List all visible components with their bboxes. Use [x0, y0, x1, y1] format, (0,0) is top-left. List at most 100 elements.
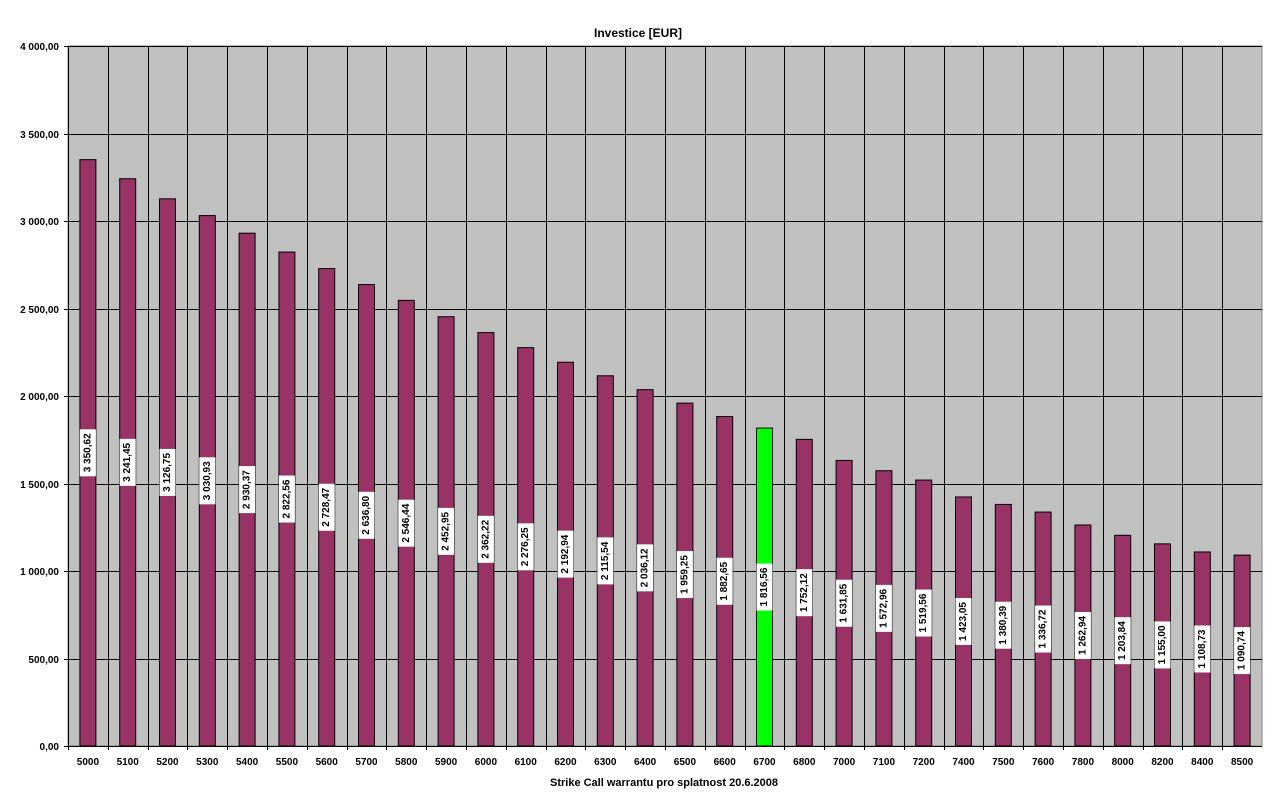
data-label-box [278, 475, 295, 523]
x-tick-label: 7800 [1072, 757, 1095, 768]
data-label-box [597, 537, 614, 585]
data-label: 2 115,54 [600, 541, 611, 580]
x-tick-label: 5600 [316, 757, 339, 768]
x-tick-label: 8200 [1151, 757, 1174, 768]
data-label: 1 572,96 [878, 588, 889, 627]
data-label: 2 452,95 [441, 511, 452, 550]
x-tick-label: 5300 [196, 757, 219, 768]
data-label-box [1074, 611, 1091, 659]
x-tick-label: 6100 [515, 757, 538, 768]
data-label: 2 930,37 [242, 470, 253, 509]
x-tick-label: 5500 [276, 757, 299, 768]
plot-area: 0,00 500,00 1 000,00 1 500,00 2 000,00 2 500,… [20, 42, 1263, 768]
y-tick-label: 2 000,00 [20, 392, 59, 403]
x-tick-label: 6200 [554, 757, 577, 768]
y-tick-label: 1 500,00 [20, 480, 59, 491]
x-tick-label: 5200 [156, 757, 179, 768]
data-label-box [1234, 627, 1251, 675]
y-tick-label: 0,00 [40, 742, 60, 753]
x-tick-label: 7500 [992, 757, 1015, 768]
data-label: 1 336,72 [1038, 609, 1049, 648]
data-label-box [915, 589, 932, 637]
data-label: 1 155,00 [1157, 625, 1168, 664]
data-label: 1 519,56 [918, 593, 929, 632]
data-label: 2 546,44 [401, 503, 412, 542]
data-label: 1 203,84 [1117, 621, 1128, 660]
y-tick-label: 4 000,00 [20, 42, 59, 53]
data-label-box [716, 557, 733, 605]
data-label-box [1114, 617, 1131, 665]
data-label: 3 350,62 [82, 433, 93, 472]
data-label: 1 959,25 [679, 555, 690, 594]
x-tick-label: 7000 [833, 757, 856, 768]
x-tick-label: 6600 [714, 757, 737, 768]
x-tick-label: 6500 [674, 757, 697, 768]
data-label-box [159, 448, 176, 496]
x-tick-label: 6000 [475, 757, 498, 768]
data-label: 2 276,25 [520, 527, 531, 566]
data-label-box [199, 457, 216, 505]
data-label: 1 423,05 [958, 602, 969, 641]
data-label: 3 241,45 [122, 442, 133, 481]
data-label: 1 108,73 [1197, 629, 1208, 668]
data-label-box [398, 499, 415, 547]
x-tick-label: 8000 [1112, 757, 1135, 768]
data-label-box [836, 579, 853, 627]
x-tick-label: 7200 [913, 757, 936, 768]
data-label-box [358, 491, 375, 539]
x-tick-label: 5900 [435, 757, 458, 768]
y-tick-label: 3 000,00 [20, 217, 59, 228]
x-tick-label: 6700 [753, 757, 776, 768]
data-label-box [239, 466, 256, 514]
x-tick-label: 5000 [77, 757, 100, 768]
data-label-box [995, 601, 1012, 649]
y-tick-label: 3 500,00 [20, 130, 59, 141]
data-label: 3 126,75 [162, 453, 173, 492]
x-axis-label: Strike Call warrantu pro splatnost 20.6.… [550, 777, 778, 789]
x-tick-label: 6300 [594, 757, 617, 768]
data-label-box [318, 483, 335, 531]
x-tick-label: 7100 [873, 757, 896, 768]
x-tick-label: 6800 [793, 757, 816, 768]
data-label-box [955, 597, 972, 645]
x-tick-label: 5700 [355, 757, 378, 768]
data-label-box [517, 523, 534, 571]
data-label: 2 822,56 [281, 479, 292, 518]
data-label: 1 882,65 [719, 561, 730, 600]
data-label-box [557, 530, 574, 578]
data-label-box [477, 515, 494, 563]
data-label: 2 036,12 [640, 548, 651, 587]
data-label-box [438, 507, 455, 555]
x-tick-label: 7400 [952, 757, 975, 768]
x-tick-label: 5800 [395, 757, 418, 768]
data-label: 1 090,74 [1237, 631, 1248, 670]
data-label: 2 192,94 [560, 534, 571, 573]
x-tick-label: 5400 [236, 757, 259, 768]
data-label: 1 752,12 [799, 573, 810, 612]
y-tick-label: 2 500,00 [20, 305, 59, 316]
chart-title: Investice [EUR] [594, 26, 682, 40]
x-tick-label: 8400 [1191, 757, 1214, 768]
data-label: 1 262,94 [1077, 616, 1088, 655]
data-label: 2 728,47 [321, 487, 332, 526]
x-tick-label: 8500 [1231, 757, 1254, 768]
data-label: 2 636,80 [361, 495, 372, 534]
y-tick-label: 1 000,00 [20, 567, 59, 578]
x-tick-label: 7600 [1032, 757, 1055, 768]
data-label-box [1154, 621, 1171, 669]
data-label-box [1194, 625, 1211, 673]
data-label-box [875, 584, 892, 632]
data-label-box [79, 429, 96, 477]
y-tick-label: 500,00 [28, 655, 59, 666]
x-tick-label: 6400 [634, 757, 657, 768]
data-label: 1 380,39 [998, 605, 1009, 644]
data-label-box [1035, 605, 1052, 653]
data-label: 1 816,56 [759, 567, 770, 606]
data-label-box [756, 563, 773, 611]
data-label: 3 030,93 [202, 461, 213, 500]
data-label: 2 362,22 [480, 519, 491, 558]
data-label-box [676, 551, 693, 599]
data-label-box [637, 544, 654, 592]
x-tick-label: 5100 [117, 757, 140, 768]
